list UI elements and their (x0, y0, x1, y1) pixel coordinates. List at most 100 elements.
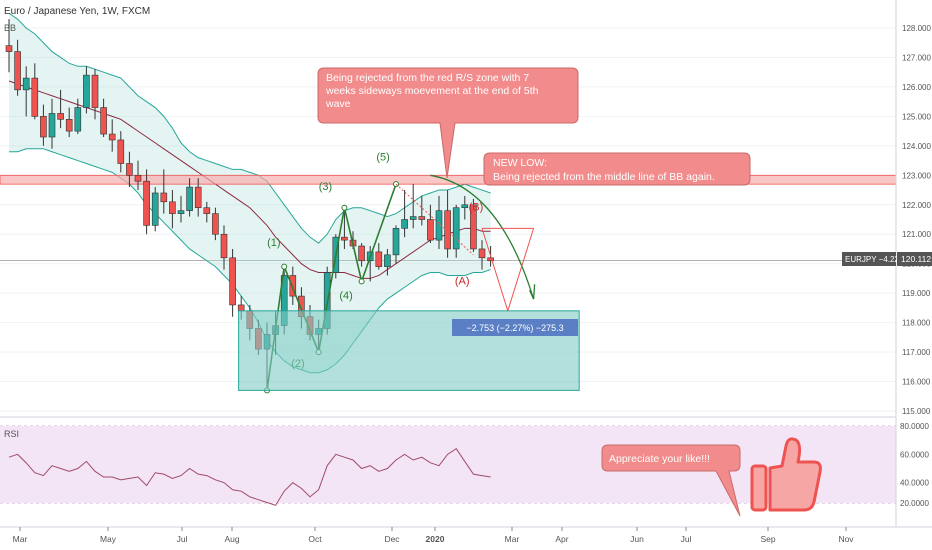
candle (478, 240, 486, 270)
last-price-tag: EURJPY −4.22% 120.112 (842, 252, 932, 266)
measure-diagonal (507, 228, 535, 311)
candle (289, 266, 297, 305)
candle-body (177, 210, 185, 214)
time-tick-label: Aug (224, 534, 239, 544)
candle-body (65, 119, 73, 132)
candle (427, 204, 434, 244)
candle (108, 119, 116, 152)
candle (229, 248, 236, 317)
candle-body (117, 139, 125, 164)
rsi-indicator-label[interactable]: RSI (4, 429, 19, 439)
time-tick-label: Jul (681, 534, 692, 544)
candle (5, 19, 13, 73)
callout-right[interactable]: NEW LOW: Being rejected from the middle … (483, 152, 751, 186)
candle-body (134, 175, 142, 182)
bb-indicator-label[interactable]: BB (4, 23, 16, 33)
candle-body (57, 113, 64, 120)
candle-body (392, 228, 400, 256)
wave-path (266, 183, 397, 391)
candle (401, 190, 408, 238)
candle-body (74, 107, 82, 132)
candle-body (126, 163, 133, 176)
wave-point (281, 263, 288, 270)
candle (409, 184, 417, 229)
candle (470, 198, 477, 252)
candle-body (427, 219, 434, 241)
callout-like-text: Appreciate your like!!! (609, 453, 710, 465)
candle-body (444, 210, 451, 250)
projection-arrow (430, 174, 535, 300)
callout-like[interactable]: Appreciate your like!!! (601, 444, 741, 517)
candle-body (108, 133, 116, 141)
thumbs-up-icon[interactable] (750, 437, 822, 512)
candle (444, 190, 451, 258)
candle-body (91, 74, 99, 108)
price-tick: 126.000 (902, 83, 931, 92)
candle (375, 243, 383, 270)
price-tick: 122.000 (902, 201, 931, 210)
wave-point (358, 278, 365, 285)
candle (169, 190, 176, 229)
candle (126, 151, 133, 188)
ticker-label: EURJPY −4.22% (845, 255, 906, 264)
candle-body (229, 257, 236, 306)
candle (48, 98, 56, 149)
wave-point (341, 204, 348, 211)
last-price-value: 120.112 (901, 254, 931, 264)
candle-body (186, 186, 193, 211)
candle (160, 169, 168, 214)
bb-upper-band (8, 12, 491, 244)
callout-right-title: NEW LOW: (493, 157, 547, 169)
price-tick: 119.000 (902, 289, 931, 298)
candle-body (14, 51, 21, 91)
price-axis[interactable]: 128.000 127.000 126.000 125.000 124.000 123.0… (902, 24, 931, 416)
time-tick-label: 2020 (426, 534, 445, 544)
callout-top[interactable]: Being rejected from the red R/S zone wit… (317, 67, 579, 179)
candle-body (358, 245, 365, 262)
candle (151, 187, 159, 232)
candle-body (478, 248, 486, 259)
time-axis[interactable]: Mar May Jul Aug Oct Dec 2020 Mar Apr Jun Jul Sep Nov (13, 527, 855, 544)
candle-body (418, 216, 426, 220)
candle-body (435, 210, 443, 241)
rsi-path (8, 447, 491, 506)
candle (452, 204, 460, 258)
rsi-axis: 80.0000 60.0000 40.0000 20.0000 (900, 422, 929, 508)
candle-body (203, 207, 211, 214)
candle-body (22, 77, 30, 91)
candle (31, 63, 39, 120)
candle-body (401, 219, 408, 229)
candle (186, 178, 193, 217)
candle-body (461, 204, 469, 209)
time-tick-label: Oct (308, 534, 322, 544)
candle (83, 66, 90, 114)
candle (134, 160, 142, 191)
measure-label-box (452, 319, 578, 336)
candle (74, 98, 82, 135)
rsi-line (8, 447, 491, 506)
candle (418, 195, 426, 226)
candle (14, 39, 21, 96)
bb-fill (9, 13, 491, 373)
time-tick-label: Mar (13, 534, 28, 544)
measure-diagonal (481, 228, 509, 311)
price-tick: 125.000 (902, 112, 931, 121)
candle-body (143, 180, 150, 226)
price-tick: 118.000 (902, 319, 931, 328)
candle (392, 225, 400, 264)
candle-body (100, 107, 107, 135)
projection-arrow-head (529, 284, 536, 300)
bb-middle-line (8, 80, 491, 279)
candle (57, 89, 64, 129)
rsi-tick: 80.0000 (900, 422, 929, 431)
candle (194, 178, 202, 217)
candle-body (151, 192, 159, 226)
measure-tool: −2.753 (−2.27%) −275.3 (452, 227, 578, 336)
candle (220, 225, 228, 270)
candle-body (83, 74, 90, 108)
candle-body (375, 251, 383, 267)
candle (358, 243, 365, 267)
candle (212, 207, 219, 241)
candle (40, 104, 47, 146)
